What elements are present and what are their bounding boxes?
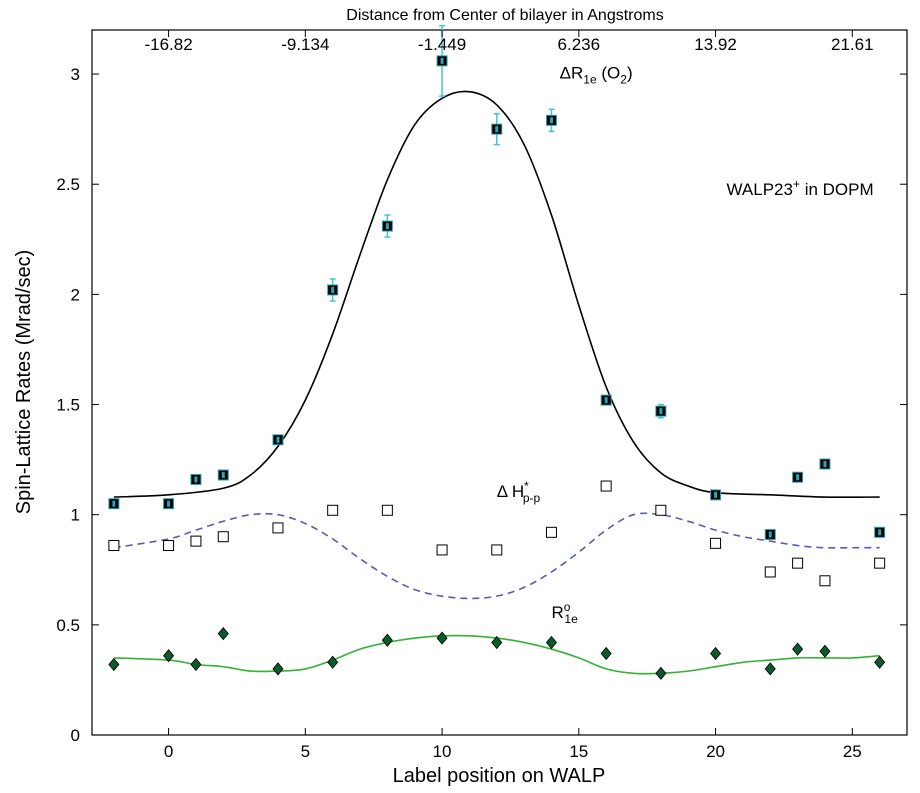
x-tick-label: 15 <box>569 742 588 761</box>
filled-diamond-point <box>217 627 229 641</box>
top-tick-label: 13.92 <box>694 35 737 54</box>
filled-square-core <box>112 500 116 507</box>
open-square-point <box>545 526 557 538</box>
filled-square-core <box>495 126 499 133</box>
open-square-point <box>764 566 776 578</box>
fit-curve-0 <box>113 90 880 499</box>
data-markers <box>108 55 886 680</box>
y-tick-label: 2 <box>71 285 80 304</box>
filled-square-core <box>714 491 718 498</box>
x-tick-label: 25 <box>843 742 862 761</box>
filled-square-core <box>276 436 280 443</box>
fit-curves <box>113 90 880 675</box>
y-tick-label: 1 <box>71 506 80 525</box>
filled-diamond-point <box>190 657 202 672</box>
y-tick-label: 0.5 <box>56 616 80 635</box>
open-square-point <box>600 480 612 492</box>
plot-area-frame <box>91 29 908 736</box>
filled-diamond-point <box>272 662 284 676</box>
filled-diamond-point <box>600 646 612 661</box>
open-square-point <box>272 522 284 534</box>
filled-diamond-point <box>874 655 886 669</box>
filled-square-core <box>221 472 225 479</box>
x-tick-label: 5 <box>301 742 310 761</box>
filled-square-core <box>768 531 772 538</box>
x-tick-label: 10 <box>433 742 452 761</box>
filled-square-core <box>440 57 444 64</box>
filled-square-core <box>385 223 389 230</box>
x-tick-label: 20 <box>706 742 725 761</box>
open-square-point <box>108 540 120 552</box>
filled-square-core <box>823 461 827 468</box>
open-square-point <box>655 504 667 516</box>
open-square-point <box>436 544 448 556</box>
axis-ticks: 0 5 10 15 20 25-16.82 -9.134 -1.449 6.236 13.92 21… <box>56 30 907 761</box>
filled-square-core <box>167 500 171 507</box>
filled-diamond-point <box>381 633 393 647</box>
top-tick-label: -9.134 <box>281 35 329 54</box>
annotation-r1e-zero: Ro 1e <box>551 600 578 626</box>
x-axis-title: Label position on WALP <box>393 765 606 787</box>
open-square-point <box>163 540 175 552</box>
filled-square-core <box>659 408 663 415</box>
filled-diamond-point <box>108 657 120 672</box>
open-square-point <box>190 535 202 547</box>
fit-curve-2 <box>113 634 880 675</box>
y-tick-label: 0 <box>71 726 80 745</box>
annotations: ΔR1e (O2) WALP23+ in DOPM Δ H* p-p Ro 1e <box>497 63 874 626</box>
filled-diamond-point <box>327 655 339 669</box>
open-square-point <box>491 544 503 556</box>
open-square-point <box>792 557 804 569</box>
annotation-delta-r1e: ΔR1e (O2) <box>560 63 633 86</box>
annotation-walp23: WALP23+ in DOPM <box>726 177 873 199</box>
open-square-point <box>710 537 722 549</box>
filled-square-core <box>549 117 553 124</box>
filled-diamond-point <box>655 666 667 680</box>
filled-diamond-point <box>819 644 831 658</box>
y-tick-label: 2.5 <box>56 175 80 194</box>
y-tick-label: 1.5 <box>56 396 80 415</box>
filled-diamond-point <box>792 642 804 656</box>
top-axis-title: Distance from Center of bilayer in Angst… <box>346 7 663 24</box>
filled-square-core <box>878 529 882 536</box>
filled-diamond-point <box>710 646 722 661</box>
filled-square-core <box>604 397 608 404</box>
open-square-point <box>874 557 886 569</box>
y-tick-label: 3 <box>71 65 80 84</box>
annotation-delta-hpp: Δ H* p-p <box>497 479 541 505</box>
top-tick-label: -16.82 <box>144 35 192 54</box>
filled-diamond-point <box>764 662 776 676</box>
filled-diamond-point <box>163 649 175 663</box>
y-axis-title: Spin-Lattice Rates (Mrad/sec) <box>13 250 35 515</box>
top-tick-label: 21.61 <box>831 35 874 54</box>
filled-diamond-point <box>491 635 503 650</box>
top-tick-label: -1.449 <box>418 35 466 54</box>
filled-square-core <box>331 286 335 293</box>
filled-square-core <box>796 474 800 481</box>
x-tick-label: 0 <box>164 742 173 761</box>
open-square-point <box>217 531 229 543</box>
top-tick-label: 6.236 <box>558 35 601 54</box>
filled-square-core <box>194 476 198 483</box>
open-square-point <box>819 575 831 587</box>
open-square-point <box>381 504 393 516</box>
fit-curve-1 <box>113 512 880 600</box>
filled-diamond-point <box>436 631 448 645</box>
open-square-point <box>327 504 339 516</box>
filled-diamond-point <box>545 635 557 650</box>
